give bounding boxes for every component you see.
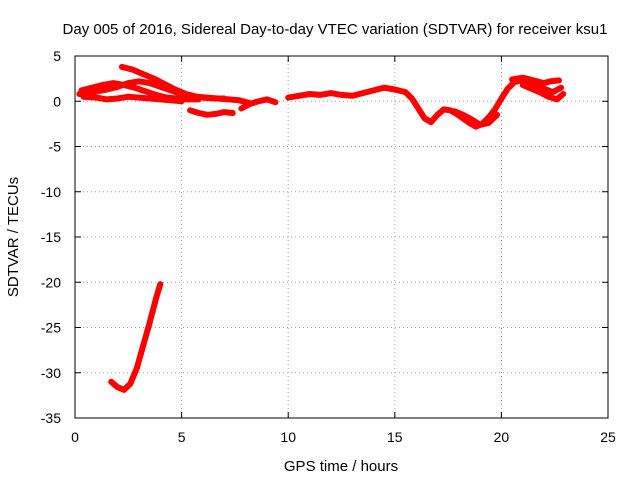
y-tick-label: -35	[41, 410, 61, 426]
plot-frame	[74, 55, 609, 419]
series-arc-g	[451, 108, 501, 128]
series-arc-f	[238, 96, 279, 112]
x-tick-label: 20	[494, 429, 510, 445]
y-tick-label: -25	[41, 320, 61, 336]
y-tick-label: -20	[41, 274, 61, 290]
y-axis-label: SDTVAR / TECUs	[5, 177, 22, 297]
y-tick-label: 0	[53, 93, 61, 109]
series-arc-b	[118, 63, 253, 107]
series-arc-d	[80, 93, 185, 105]
x-tick-label: 0	[71, 429, 79, 445]
chart-title: Day 005 of 2016, Sidereal Day-to-day VTE…	[63, 21, 608, 38]
series-arc-early-drop	[108, 281, 164, 393]
x-tick-label: 10	[280, 429, 296, 445]
data-series-group	[76, 63, 567, 393]
series-arc-h	[509, 74, 562, 87]
x-tick-label: 5	[178, 429, 186, 445]
x-axis-label: GPS time / hours	[284, 458, 398, 475]
y-tick-label: 5	[53, 48, 61, 64]
series-arc-j	[524, 78, 565, 96]
y-tick-label: -10	[41, 184, 61, 200]
series-arc-main	[285, 77, 537, 130]
series-arc-i	[519, 82, 567, 103]
series-arc-e	[187, 107, 236, 118]
x-tick-label: 25	[600, 429, 616, 445]
axis-ticks: 0 5 10 15 20 25 5 0 -5 -10 -15 -20 -25 -30 -35	[41, 48, 616, 445]
grid-lines	[75, 56, 608, 418]
y-tick-label: -15	[41, 229, 61, 245]
x-tick-label: 15	[387, 429, 403, 445]
y-tick-label: -5	[49, 139, 62, 155]
y-tick-label: -30	[41, 365, 61, 381]
